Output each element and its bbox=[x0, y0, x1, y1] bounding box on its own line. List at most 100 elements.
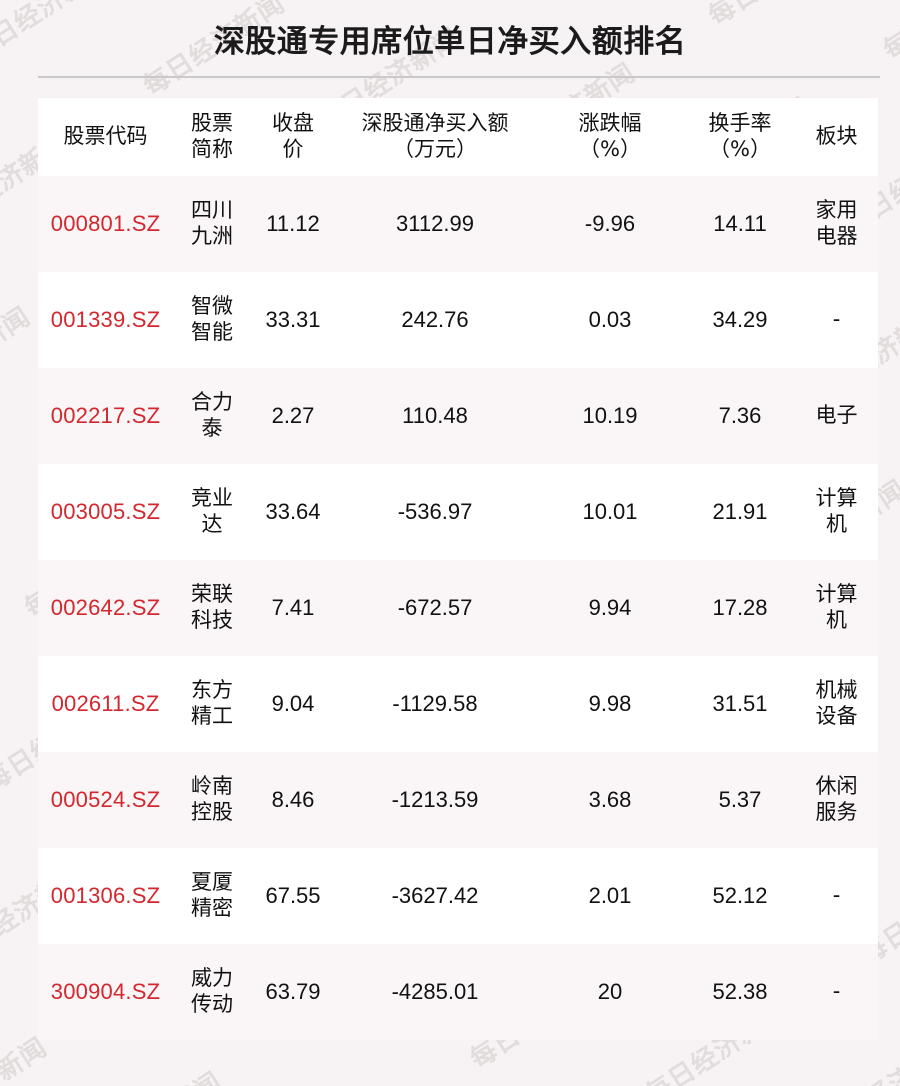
cell-close-price: 9.04 bbox=[271, 691, 315, 716]
cell-stock-name-line2: 智能 bbox=[191, 320, 233, 344]
cell-stock-name-line2: 科技 bbox=[191, 608, 233, 632]
cell-change-percent: 0.03 bbox=[588, 307, 632, 332]
cell-stock-code[interactable]: 000524.SZ bbox=[50, 787, 161, 812]
cell-close-price: 7.41 bbox=[271, 595, 315, 620]
cell-stock-code[interactable]: 001339.SZ bbox=[50, 307, 161, 332]
cell-net-buy-amount: -672.57 bbox=[397, 595, 473, 620]
cell-net-buy-amount: 242.76 bbox=[401, 307, 469, 332]
column-header-line2: （%） bbox=[579, 137, 641, 161]
cell-stock-code[interactable]: 002217.SZ bbox=[50, 403, 161, 428]
title-divider bbox=[38, 76, 880, 78]
cell-net-buy-amount: -1213.59 bbox=[391, 787, 479, 812]
cell-change-percent: 20 bbox=[597, 979, 623, 1004]
column-header-sector: 板块 bbox=[795, 98, 878, 176]
cell-turnover-rate: 14.11 bbox=[713, 211, 767, 236]
column-header-line1: 深股通净买入额 bbox=[361, 111, 509, 136]
cell-stock-code[interactable]: 300904.SZ bbox=[50, 979, 161, 1004]
cell-stock-name-line2: 精工 bbox=[191, 704, 233, 728]
cell-sector-line1: 家用 bbox=[815, 198, 858, 223]
cell-stock-code[interactable]: 003005.SZ bbox=[50, 499, 161, 524]
cell-stock-name: 智微 智能 bbox=[173, 272, 251, 368]
column-header-turnover: 换手率 （%） bbox=[685, 98, 795, 176]
table-row[interactable]: 002217.SZ 合力泰 2.27 110.48 10.19 7.36 电子 bbox=[38, 368, 878, 464]
cell-turnover-rate: 52.38 bbox=[712, 979, 768, 1004]
watermark-text: 每日经济新闻 bbox=[0, 594, 36, 764]
cell-stock-name-line1: 威力 bbox=[191, 966, 233, 991]
cell-stock-name: 东方 精工 bbox=[173, 656, 251, 752]
cell-change-percent: 10.01 bbox=[582, 499, 638, 524]
cell-sector-line1: 计算 bbox=[815, 582, 858, 607]
cell-stock-name-line1: 智微 bbox=[191, 294, 233, 319]
cell-sector-line1: 休闲 bbox=[815, 774, 858, 799]
cell-net-buy-amount: -1129.58 bbox=[392, 691, 478, 716]
column-header-line2: 简称 bbox=[191, 137, 233, 161]
cell-stock-name-line2: 精密 bbox=[191, 896, 233, 920]
cell-sector: 机械 设备 bbox=[795, 656, 878, 752]
cell-turnover-rate: 5.37 bbox=[718, 787, 762, 812]
column-header-price: 收盘价 bbox=[251, 98, 335, 176]
cell-change-percent: 9.98 bbox=[588, 691, 632, 716]
cell-stock-code[interactable]: 000801.SZ bbox=[50, 211, 161, 236]
column-header-line2: （万元） bbox=[393, 137, 477, 161]
cell-stock-name-line2: 传动 bbox=[191, 992, 233, 1016]
cell-sector: - bbox=[795, 848, 878, 944]
table-row[interactable]: 000801.SZ 四川 九洲 11.12 3112.99 -9.96 14.11 家用 电器 bbox=[38, 176, 878, 272]
table-row[interactable]: 001339.SZ 智微 智能 33.31 242.76 0.03 34.29 - bbox=[38, 272, 878, 368]
table-row[interactable]: 002642.SZ 荣联 科技 7.41 -672.57 9.94 17.28 计算机 bbox=[38, 560, 878, 656]
cell-stock-name-line1: 夏厦 bbox=[191, 870, 233, 895]
cell-turnover-rate: 21.91 bbox=[712, 499, 768, 524]
column-header-line1: 板块 bbox=[815, 124, 858, 149]
column-header-net: 深股通净买入额 （万元） bbox=[335, 98, 535, 176]
cell-stock-code[interactable]: 002611.SZ bbox=[51, 691, 160, 716]
cell-net-buy-amount: 110.48 bbox=[402, 403, 468, 428]
cell-stock-name: 四川 九洲 bbox=[173, 176, 251, 272]
column-header-line2: （%） bbox=[709, 137, 771, 161]
column-header-line1: 涨跌幅 bbox=[578, 111, 642, 136]
cell-close-price: 63.79 bbox=[265, 979, 321, 1004]
table-row[interactable]: 002611.SZ 东方 精工 9.04 -1129.58 9.98 31.51 机械 设备 bbox=[38, 656, 878, 752]
cell-sector: - bbox=[795, 272, 878, 368]
table-header: 股票代码 股票 简称 收盘价深股通净买入额 （万元） 涨跌幅 （%） 换手率 （%） 板块 bbox=[38, 98, 878, 176]
table-row[interactable]: 000524.SZ 岭南 控股 8.46 -1213.59 3.68 5.37 休闲 服务 bbox=[38, 752, 878, 848]
cell-net-buy-amount: 3112.99 bbox=[396, 211, 474, 236]
cell-sector-line2: 机 bbox=[826, 512, 847, 536]
cell-stock-name-line2: 控股 bbox=[191, 800, 233, 824]
cell-stock-name: 夏厦 精密 bbox=[173, 848, 251, 944]
cell-stock-name-line1: 东方 bbox=[191, 678, 233, 703]
cell-sector: 电子 bbox=[795, 368, 878, 464]
cell-sector-line1: - bbox=[832, 883, 841, 908]
cell-sector-line1: 计算 bbox=[815, 486, 858, 511]
cell-stock-code[interactable]: 001306.SZ bbox=[50, 883, 161, 908]
cell-stock-name: 荣联 科技 bbox=[173, 560, 251, 656]
cell-stock-name: 合力泰 bbox=[173, 368, 251, 464]
cell-stock-name-line1: 岭南 bbox=[191, 774, 233, 799]
cell-close-price: 33.64 bbox=[265, 499, 321, 524]
cell-stock-name: 岭南 控股 bbox=[173, 752, 251, 848]
cell-change-percent: 10.19 bbox=[582, 403, 638, 428]
column-header-change: 涨跌幅 （%） bbox=[535, 98, 685, 176]
cell-net-buy-amount: -3627.42 bbox=[391, 883, 479, 908]
column-header-line1: 收盘 bbox=[272, 111, 314, 136]
cell-stock-name-line1: 荣联 bbox=[191, 582, 233, 607]
ranking-table: 股票代码 股票 简称 收盘价深股通净买入额 （万元） 涨跌幅 （%） 换手率 （%） 板块 000… bbox=[38, 98, 878, 1040]
cell-change-percent: -9.96 bbox=[584, 211, 636, 236]
column-header-line1: 换手率 bbox=[708, 111, 772, 136]
cell-sector: 休闲 服务 bbox=[795, 752, 878, 848]
ranking-table-container: 股票代码 股票 简称 收盘价深股通净买入额 （万元） 涨跌幅 （%） 换手率 （%） 板块 000… bbox=[38, 98, 878, 1040]
cell-close-price: 67.55 bbox=[265, 883, 321, 908]
cell-change-percent: 9.94 bbox=[588, 595, 632, 620]
cell-stock-name-line2: 九洲 bbox=[191, 224, 233, 248]
table-row[interactable]: 003005.SZ 竞业达 33.64 -536.97 10.01 21.91 计算机 bbox=[38, 464, 878, 560]
cell-sector: - bbox=[795, 944, 878, 1040]
cell-sector-line1: - bbox=[832, 307, 841, 332]
table-row[interactable]: 001306.SZ 夏厦 精密 67.55 -3627.42 2.01 52.12 - bbox=[38, 848, 878, 944]
cell-stock-name-line2: 泰 bbox=[201, 416, 223, 440]
cell-stock-name-line1: 合力 bbox=[191, 390, 233, 415]
table-row[interactable]: 300904.SZ 威力 传动 63.79 -4285.01 20 52.38 - bbox=[38, 944, 878, 1040]
cell-stock-code[interactable]: 002642.SZ bbox=[50, 595, 161, 620]
cell-sector-line2: 电器 bbox=[815, 224, 858, 248]
cell-net-buy-amount: -536.97 bbox=[397, 499, 473, 524]
column-header-line2: 价 bbox=[282, 137, 304, 161]
cell-turnover-rate: 17.28 bbox=[712, 595, 768, 620]
